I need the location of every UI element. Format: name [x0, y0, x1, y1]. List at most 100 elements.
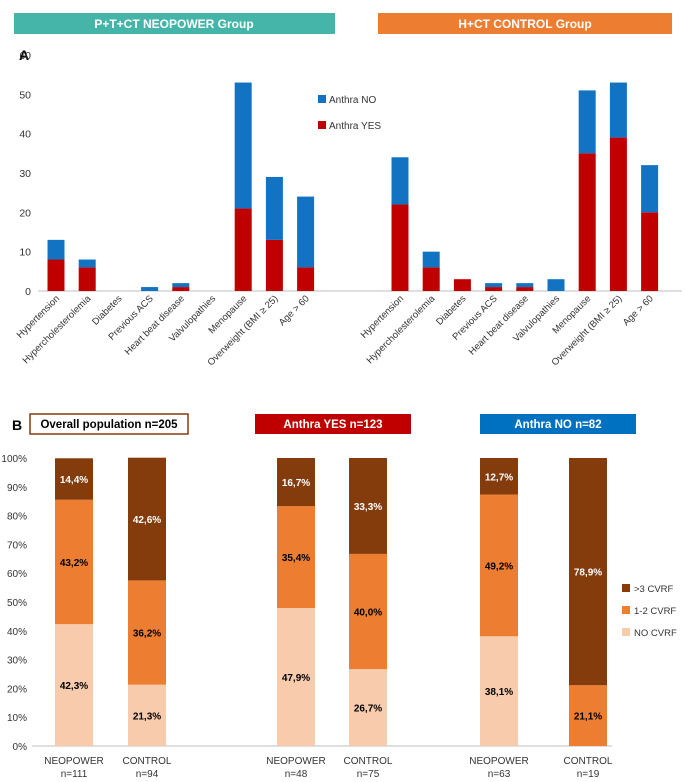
x-tick-n-label: n=63	[488, 769, 511, 780]
x-tick-n-label: n=48	[285, 769, 308, 780]
bar-anthra-yes	[172, 287, 190, 291]
y-tick-label: 50%	[7, 598, 27, 609]
y-tick-label: 10%	[7, 713, 27, 724]
bar-segment-gt3-cvrf	[349, 458, 387, 554]
data-label: 43,2%	[60, 558, 88, 569]
y-tick-label: 70%	[7, 540, 27, 551]
overall-population-header-text: Overall population n=205	[40, 419, 178, 431]
x-tick-n-label: n=19	[577, 769, 600, 780]
panel-a-label: A	[19, 47, 29, 63]
bar-anthra-yes	[641, 212, 659, 291]
bar-anthra-no	[297, 196, 315, 268]
overall-population-header	[29, 413, 189, 435]
x-tick-label: CONTROL	[123, 756, 172, 767]
x-tick-n-label: n=75	[357, 769, 380, 780]
bar-anthra-yes	[265, 239, 283, 291]
bar-anthra-yes	[485, 287, 503, 291]
bar-segment-1-2-cvrf	[55, 499, 93, 625]
bar-segment-no-cvrf	[349, 669, 387, 746]
data-label: 12,7%	[485, 472, 513, 483]
x-tick-label: NEOPOWER	[469, 756, 528, 767]
x-tick-label: CONTROL	[564, 756, 613, 767]
data-label: 36,2%	[133, 629, 161, 640]
bar-anthra-no	[391, 157, 409, 205]
panel-b-chart: 0% 10% 20% 30% 40% 50% 60% 70% 80% 90% 100% 42,3% 43…	[1, 454, 677, 780]
data-label: 38,1%	[485, 687, 513, 698]
anthra-no-header-text: Anthra NO n=82	[514, 419, 601, 431]
legend-no-cvrf-swatch	[622, 628, 630, 636]
bar-anthra-no	[234, 82, 252, 209]
bar-anthra-no	[578, 90, 596, 154]
x-tick-n-label: n=111	[61, 769, 88, 780]
anthra-yes-header-text: Anthra YES n=123	[283, 419, 382, 431]
y-tick-label: 20	[19, 207, 31, 219]
control-group-header	[378, 13, 672, 34]
bar-anthra-yes	[297, 267, 315, 291]
bar-anthra-no	[78, 259, 96, 268]
data-label: 47,9%	[282, 673, 310, 684]
y-tick-label: 40%	[7, 627, 27, 638]
legend-swatch-anthra-yes	[318, 121, 326, 129]
bar-anthra-yes	[609, 137, 627, 291]
legend-1-2-cvrf-label: 1-2 CVRF	[634, 606, 676, 617]
bar-segment-gt3-cvrf	[128, 457, 166, 581]
bar-segment-no-cvrf	[277, 608, 315, 746]
x-tick-label: Age > 60	[621, 293, 656, 328]
panel-a-chart: 0102030405060HypertensionHypercholestero…	[15, 50, 682, 368]
data-label: 21,3%	[133, 711, 161, 722]
x-tick-label: NEOPOWER	[266, 756, 325, 767]
y-tick-label: 10	[19, 247, 31, 259]
y-tick-label: 60%	[7, 569, 27, 580]
bar-anthra-no	[485, 283, 503, 288]
bar-anthra-yes	[516, 287, 534, 291]
x-tick-label: NEOPOWER	[44, 756, 103, 767]
y-tick-label: 40	[19, 129, 31, 141]
bar-segment-gt3-cvrf	[569, 458, 607, 686]
data-label: 42,3%	[60, 681, 88, 692]
data-label: 49,2%	[485, 561, 513, 572]
data-label: 21,1%	[574, 712, 602, 723]
y-tick-label: 0	[25, 286, 31, 298]
bar-anthra-yes	[578, 153, 596, 291]
bar-anthra-no	[141, 287, 159, 291]
legend-label-anthra-no: Anthra NO	[329, 95, 376, 106]
y-tick-label: 20%	[7, 684, 27, 695]
bar-anthra-no	[172, 283, 190, 288]
neopower-group-header	[14, 13, 335, 34]
bar-segment-1-2-cvrf	[480, 494, 518, 637]
y-tick-label: 100%	[1, 454, 27, 465]
bar-anthra-yes	[391, 204, 409, 291]
bar-anthra-yes	[422, 267, 440, 291]
data-label: 16,7%	[282, 478, 310, 489]
y-tick-label: 60	[19, 50, 31, 62]
anthra-yes-header	[255, 414, 411, 434]
bar-segment-gt3-cvrf	[480, 458, 518, 495]
data-label: 78,9%	[574, 568, 602, 579]
legend-no-cvrf-label: NO CVRF	[634, 628, 677, 639]
y-tick-label: 90%	[7, 483, 27, 494]
control-group-header-text: H+CT CONTROL Group	[458, 17, 591, 31]
bar-segment-no-cvrf	[480, 636, 518, 746]
data-label: 40,0%	[354, 608, 382, 619]
data-label: 26,7%	[354, 704, 382, 715]
data-label: 35,4%	[282, 553, 310, 564]
bar-anthra-no	[47, 239, 65, 260]
y-tick-label: 30	[19, 168, 31, 180]
bar-anthra-no	[265, 176, 283, 240]
y-tick-label: 50	[19, 89, 31, 101]
y-tick-label: 30%	[7, 656, 27, 667]
bar-anthra-no	[516, 283, 534, 288]
bar-segment-gt3-cvrf	[55, 458, 93, 500]
bar-anthra-yes	[47, 259, 65, 291]
panel-b-label: B	[12, 417, 22, 433]
bar-segment-1-2-cvrf	[128, 580, 166, 685]
data-label: 14,4%	[60, 475, 88, 486]
bar-anthra-no	[609, 82, 627, 138]
legend-gt3-cvrf-swatch	[622, 584, 630, 592]
bar-segment-gt3-cvrf	[277, 458, 315, 507]
neopower-group-header-text: P+T+CT NEOPOWER Group	[94, 17, 253, 31]
legend-gt3-cvrf-label: >3 CVRF	[634, 584, 674, 595]
x-tick-n-label: n=94	[136, 769, 159, 780]
data-label: 33,3%	[354, 502, 382, 513]
